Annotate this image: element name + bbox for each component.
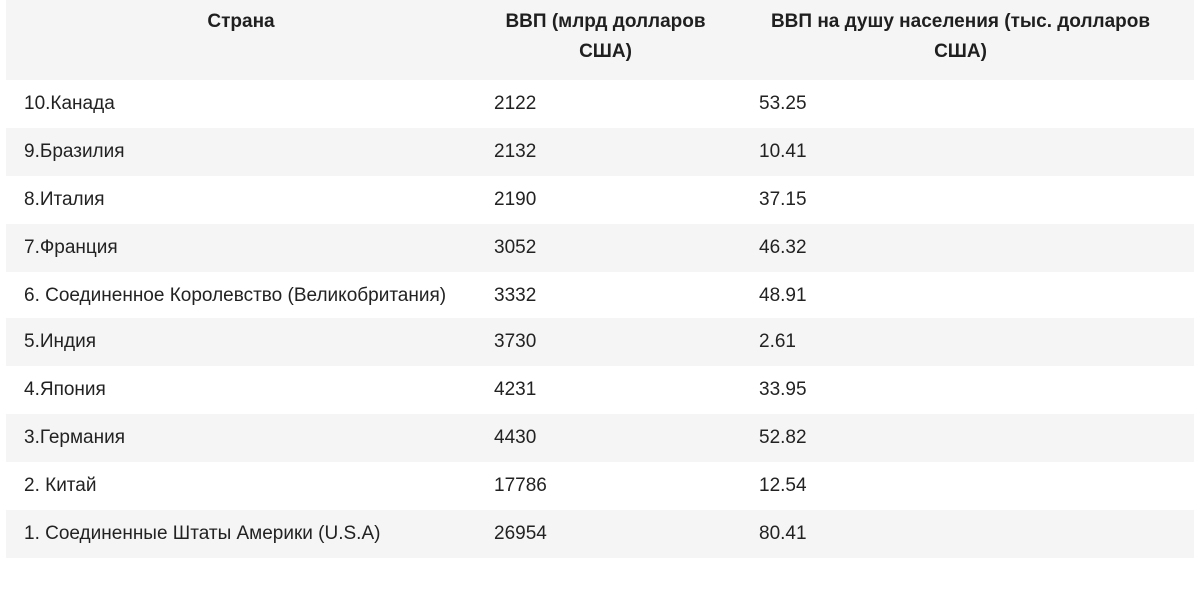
cell-gdp-per-capita: 37.15 — [759, 189, 807, 210]
cell-gdp-per-capita: 46.32 — [759, 237, 807, 258]
gdp-table: Страна ВВП (млрд долларов США) ВВП на ду… — [6, 0, 1194, 558]
cell-gdp-per-capita: 80.41 — [759, 523, 807, 544]
cell-gdp-per-capita: 2.61 — [759, 331, 796, 352]
table-row: 4.Япония 4231 33.95 — [6, 366, 1194, 414]
table-row: 6. Соединенное Королевство (Великобритан… — [6, 272, 1194, 318]
cell-gdp-per-capita: 48.91 — [759, 285, 807, 306]
header-country: Страна — [207, 11, 275, 32]
cell-gdp: 3332 — [494, 285, 537, 306]
cell-gdp-per-capita: 52.82 — [759, 427, 807, 448]
cell-gdp-per-capita: 10.41 — [759, 141, 807, 162]
table-row: 8.Италия 2190 37.15 — [6, 176, 1194, 224]
cell-gdp-per-capita: 33.95 — [759, 379, 807, 400]
cell-gdp-per-capita: 12.54 — [759, 475, 807, 496]
cell-gdp: 2132 — [494, 141, 537, 162]
cell-country: 10.Канада — [24, 93, 115, 114]
cell-country: 5.Индия — [24, 331, 96, 352]
table-row: 10.Канада 2122 53.25 — [6, 80, 1194, 128]
cell-gdp: 17786 — [494, 475, 547, 496]
gdp-table-container: Страна ВВП (млрд долларов США) ВВП на ду… — [6, 0, 1194, 558]
cell-country: 7.Франция — [24, 237, 118, 258]
table-row: 1. Соединенные Штаты Америки (U.S.A) 269… — [6, 510, 1194, 558]
table-row: 2. Китай 17786 12.54 — [6, 462, 1194, 510]
cell-gdp: 3052 — [494, 237, 537, 258]
cell-gdp-per-capita: 53.25 — [759, 93, 807, 114]
cell-gdp: 4231 — [494, 379, 537, 400]
table-row: 7.Франция 3052 46.32 — [6, 224, 1194, 272]
cell-gdp: 26954 — [494, 523, 547, 544]
cell-country: 2. Китай — [24, 475, 97, 496]
cell-country: 1. Соединенные Штаты Америки (U.S.A) — [24, 523, 381, 544]
cell-gdp: 3730 — [494, 331, 537, 352]
cell-country: 6. Соединенное Королевство (Великобритан… — [24, 285, 447, 306]
table-row: 9.Бразилия 2132 10.41 — [6, 128, 1194, 176]
cell-country: 3.Германия — [24, 427, 126, 448]
header-gdp: ВВП (млрд долларов США) — [505, 11, 706, 62]
table-row: 5.Индия 3730 2.61 — [6, 318, 1194, 366]
cell-country: 8.Италия — [24, 189, 105, 210]
cell-gdp: 2122 — [494, 93, 537, 114]
cell-country: 4.Япония — [24, 379, 106, 400]
table-row: 3.Германия 4430 52.82 — [6, 414, 1194, 462]
table-header: Страна ВВП (млрд долларов США) ВВП на ду… — [6, 0, 1194, 80]
table-body: 10.Канада 2122 53.25 9.Бразилия 2132 10.… — [6, 80, 1194, 558]
cell-country: 9.Бразилия — [24, 141, 125, 162]
cell-gdp: 2190 — [494, 189, 537, 210]
header-gdp-per-capita: ВВП на душу населения (тыс. долларов США… — [770, 11, 1151, 62]
header-row: Страна ВВП (млрд долларов США) ВВП на ду… — [6, 0, 1194, 80]
cell-gdp: 4430 — [494, 427, 537, 448]
